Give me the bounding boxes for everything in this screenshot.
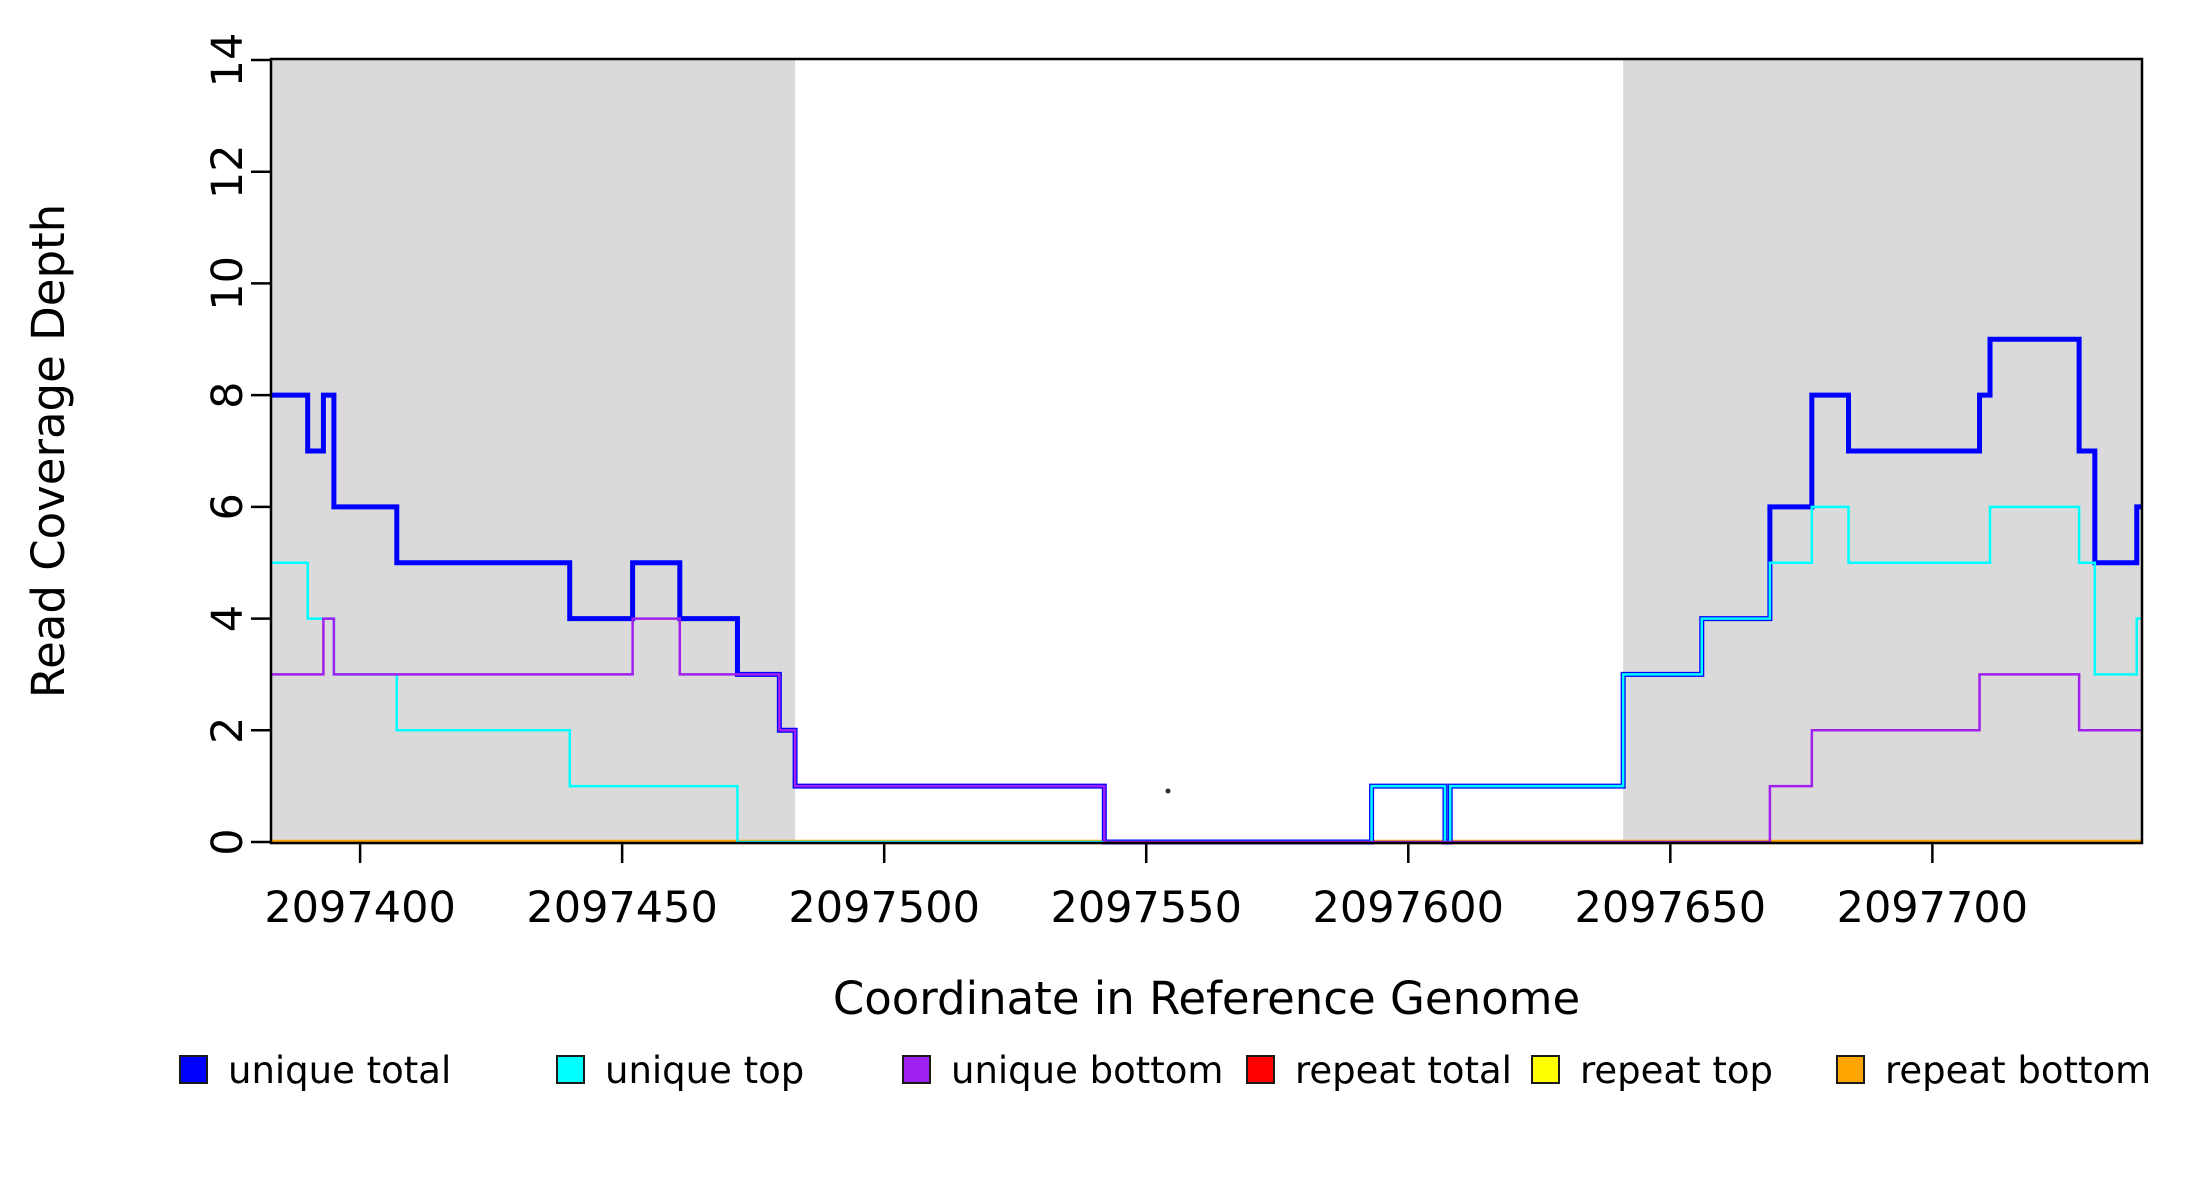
y-tick-label: 12	[203, 144, 253, 199]
y-tick-label: 0	[203, 828, 253, 855]
legend-item-repeat-bottom: repeat bottom	[1836, 1049, 2151, 1092]
legend-label: repeat top	[1580, 1049, 1773, 1092]
y-tick-label: 6	[203, 493, 253, 520]
legend-swatch-repeat-bottom	[1836, 1055, 1865, 1084]
legend-item-unique-bottom: unique bottom	[902, 1049, 1223, 1092]
y-tick-label: 14	[203, 33, 253, 88]
legend-item-repeat-top: repeat top	[1531, 1049, 1773, 1092]
legend-label: unique top	[605, 1049, 804, 1092]
legend-label: repeat total	[1295, 1049, 1512, 1092]
legend-label: unique total	[228, 1049, 451, 1092]
series-unique-top	[271, 505, 2142, 844]
legend-label: unique bottom	[951, 1049, 1223, 1092]
shaded-region-1	[271, 59, 796, 843]
legend-label: repeat bottom	[1885, 1049, 2151, 1092]
series-unique-bottom	[271, 617, 2142, 844]
legend-item-unique-total: unique total	[179, 1049, 451, 1092]
axes: 2097400 2097450 2097500 2097550 2097600 20976…	[203, 33, 2028, 933]
legend-swatch-repeat-top	[1531, 1055, 1560, 1084]
legend-item-unique-top: unique top	[556, 1049, 804, 1092]
y-tick-label: 2	[203, 717, 253, 744]
x-axis-title: Coordinate in Reference Genome	[833, 972, 1580, 1025]
legend-swatch-unique-bottom	[902, 1055, 931, 1084]
legend-swatch-repeat-total	[1246, 1055, 1275, 1084]
y-axis-title: Read Coverage Depth	[22, 204, 75, 698]
legend-swatch-unique-top	[556, 1055, 585, 1084]
y-tick-label: 4	[203, 605, 253, 632]
x-tick-label: 2097500	[788, 883, 980, 933]
x-tick-label: 2097700	[1837, 883, 2029, 933]
y-tick-label: 8	[203, 381, 253, 408]
plot-border-box	[269, 57, 2144, 845]
x-tick-label: 2097600	[1313, 883, 1505, 933]
x-tick-label: 2097550	[1050, 883, 1242, 933]
x-tick-label: 2097450	[526, 883, 718, 933]
legend-swatch-unique-total	[179, 1055, 208, 1084]
x-tick-label: 2097400	[264, 883, 456, 933]
y-tick-label: 10	[203, 256, 253, 311]
legend-item-repeat-total: repeat total	[1246, 1049, 1512, 1092]
legend: unique total unique top unique bottom repea…	[179, 1049, 2151, 1092]
artifact-dot	[1165, 788, 1171, 794]
x-tick-label: 2097650	[1575, 883, 1767, 933]
